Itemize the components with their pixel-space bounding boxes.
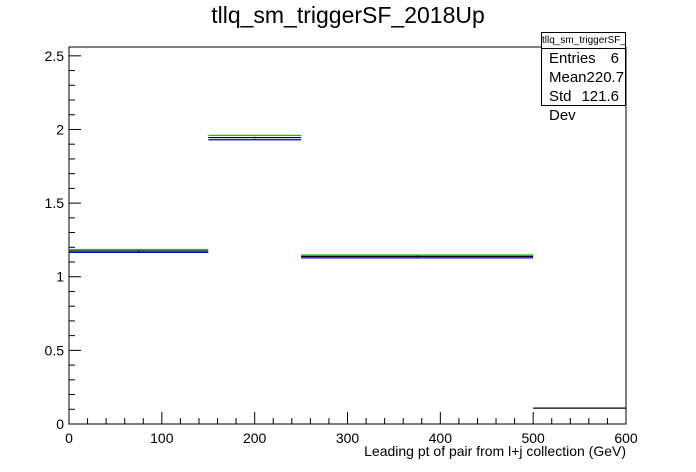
y-tick-label: 0: [56, 416, 64, 432]
x-tick-label: 500: [521, 430, 545, 446]
stats-entries-value: 6: [610, 50, 619, 67]
stats-entries-label: Entries: [549, 50, 596, 67]
axis-ticks: [68, 55, 627, 425]
stats-box-title: tllq_sm_triggerSF_2018Up: [542, 33, 625, 49]
y-tick-label: 1.5: [45, 195, 65, 211]
x-axis-label: Leading pt of pair from l+j collection (…: [364, 443, 626, 459]
y-tick-label: 2.5: [45, 48, 65, 64]
chart-title: tllq_sm_triggerSF_2018Up: [211, 2, 485, 28]
stats-row-stddev: Std Dev 121.6: [542, 87, 625, 124]
histogram-bins: [69, 134, 626, 409]
stats-mean-value: 220.7: [586, 69, 625, 86]
x-tick-label: 200: [243, 430, 267, 446]
stats-row-mean: Mean 220.7: [542, 68, 625, 87]
x-tick-label: 400: [429, 430, 453, 446]
tick-labels: 0 100 200 300 400 500 600 0 0.5 1 1.5 2 2.5: [45, 48, 638, 446]
x-tick-label: 300: [336, 430, 360, 446]
x-tick-label: 100: [150, 430, 174, 446]
x-tick-label: 0: [65, 430, 73, 446]
y-tick-label: 2: [56, 121, 64, 137]
stats-stddev-label: Std Dev: [549, 88, 576, 124]
y-tick-label: 1: [56, 269, 64, 285]
x-tick-label: 600: [614, 430, 638, 446]
stats-mean-label: Mean: [549, 69, 587, 86]
stats-row-entries: Entries 6: [542, 49, 625, 68]
stats-stddev-value: 121.6: [581, 88, 619, 105]
y-tick-label: 0.5: [45, 342, 65, 358]
stats-box: tllq_sm_triggerSF_2018Up Entries 6 Mean …: [541, 32, 626, 124]
